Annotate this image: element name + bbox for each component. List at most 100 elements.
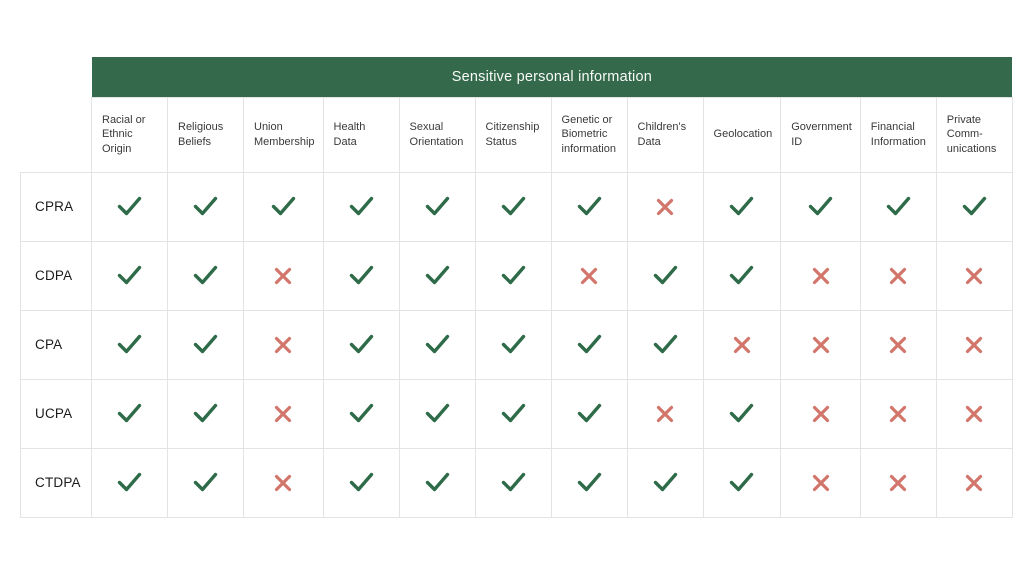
- cross-icon: [812, 336, 829, 353]
- row-label: CTDPA: [20, 447, 92, 518]
- status-cell-cross: [780, 309, 861, 380]
- cross-icon: [812, 267, 829, 284]
- check-icon: [349, 196, 373, 216]
- column-header-3: Health Data: [322, 96, 400, 173]
- status-cell-cross: [626, 378, 704, 449]
- status-cell-check: [167, 240, 244, 311]
- status-cell-check: [322, 309, 400, 380]
- table-row-cpra: CPRA: [20, 171, 1013, 242]
- status-cell-check: [626, 309, 704, 380]
- status-cell-check: [167, 171, 244, 242]
- status-cell-cross: [935, 240, 1013, 311]
- status-cell-cross: [702, 309, 782, 380]
- check-icon: [349, 472, 373, 492]
- status-cell-check: [167, 378, 244, 449]
- status-cell-check: [780, 171, 861, 242]
- check-icon: [117, 472, 142, 492]
- status-cell-cross: [935, 447, 1013, 518]
- cross-icon: [733, 336, 750, 353]
- check-icon: [501, 196, 525, 216]
- comparison-table: Sensitive personal information Racial or…: [20, 57, 1013, 518]
- check-icon: [193, 196, 218, 216]
- column-header-5: Citizenship Status: [474, 96, 552, 173]
- status-cell-check: [322, 240, 400, 311]
- status-cell-check: [474, 309, 552, 380]
- check-icon: [349, 334, 373, 354]
- check-icon: [117, 403, 142, 423]
- corner-spacer: [21, 97, 92, 172]
- row-label: UCPA: [20, 378, 92, 449]
- status-cell-cross: [859, 447, 937, 518]
- column-header-7: Children's Data: [626, 96, 704, 173]
- status-cell-check: [167, 447, 244, 518]
- status-cell-check: [474, 447, 552, 518]
- table-row-ctdpa: CTDPA: [20, 447, 1013, 518]
- status-cell-check: [91, 378, 168, 449]
- check-icon: [730, 472, 754, 492]
- status-cell-check: [474, 378, 552, 449]
- status-cell-cross: [626, 171, 704, 242]
- banner-row: Sensitive personal information: [21, 57, 1013, 97]
- status-cell-check: [398, 378, 476, 449]
- column-header-10: Financial Information: [859, 96, 937, 173]
- check-icon: [193, 265, 218, 285]
- status-cell-cross: [780, 378, 861, 449]
- status-cell-check: [550, 378, 628, 449]
- status-cell-check: [167, 309, 244, 380]
- cross-icon: [275, 405, 292, 422]
- status-cell-check: [550, 171, 628, 242]
- check-icon: [653, 334, 677, 354]
- status-cell-check: [702, 240, 782, 311]
- table-body: CPRA CDPA CPA UCPA CTDPA: [20, 171, 1013, 518]
- status-cell-check: [474, 171, 552, 242]
- check-icon: [730, 196, 754, 216]
- cross-icon: [966, 336, 983, 353]
- check-icon: [808, 196, 833, 216]
- check-icon: [501, 472, 525, 492]
- cross-icon: [656, 198, 674, 215]
- check-icon: [425, 265, 449, 285]
- cross-icon: [890, 474, 907, 491]
- status-cell-check: [91, 447, 168, 518]
- status-cell-check: [91, 309, 168, 380]
- column-header-0: Racial or Ethnic Origin: [91, 96, 168, 173]
- row-label: CDPA: [20, 240, 92, 311]
- status-cell-check: [398, 447, 476, 518]
- check-icon: [577, 334, 601, 354]
- check-icon: [117, 265, 142, 285]
- check-icon: [193, 403, 218, 423]
- cross-icon: [890, 336, 907, 353]
- status-cell-cross: [935, 378, 1013, 449]
- column-header-8: Geolocation: [702, 96, 782, 173]
- status-cell-cross: [859, 309, 937, 380]
- check-icon: [271, 196, 295, 216]
- status-cell-check: [322, 378, 400, 449]
- cross-icon: [890, 267, 907, 284]
- column-header-6: Genetic or Biometric information: [550, 96, 628, 173]
- check-icon: [193, 334, 218, 354]
- status-cell-cross: [243, 240, 324, 311]
- status-cell-check: [626, 240, 704, 311]
- table-row-cpa: CPA: [20, 309, 1013, 380]
- status-cell-cross: [243, 309, 324, 380]
- check-icon: [653, 265, 677, 285]
- status-cell-check: [859, 171, 937, 242]
- column-header-11: Private Comm-unications: [935, 96, 1013, 173]
- cross-icon: [580, 267, 598, 284]
- cross-icon: [656, 405, 674, 422]
- column-header-4: Sexual Orientation: [398, 96, 476, 173]
- status-cell-check: [474, 240, 552, 311]
- cross-icon: [966, 474, 983, 491]
- check-icon: [730, 265, 754, 285]
- check-icon: [577, 472, 601, 492]
- table-row-ucpa: UCPA: [20, 378, 1013, 449]
- cross-icon: [275, 336, 292, 353]
- table-title-banner: Sensitive personal information: [91, 57, 1013, 97]
- status-cell-cross: [935, 309, 1013, 380]
- check-icon: [962, 196, 986, 216]
- status-cell-cross: [550, 240, 628, 311]
- corner-spacer: [21, 57, 92, 97]
- status-cell-cross: [243, 378, 324, 449]
- status-cell-check: [550, 309, 628, 380]
- cross-icon: [812, 474, 829, 491]
